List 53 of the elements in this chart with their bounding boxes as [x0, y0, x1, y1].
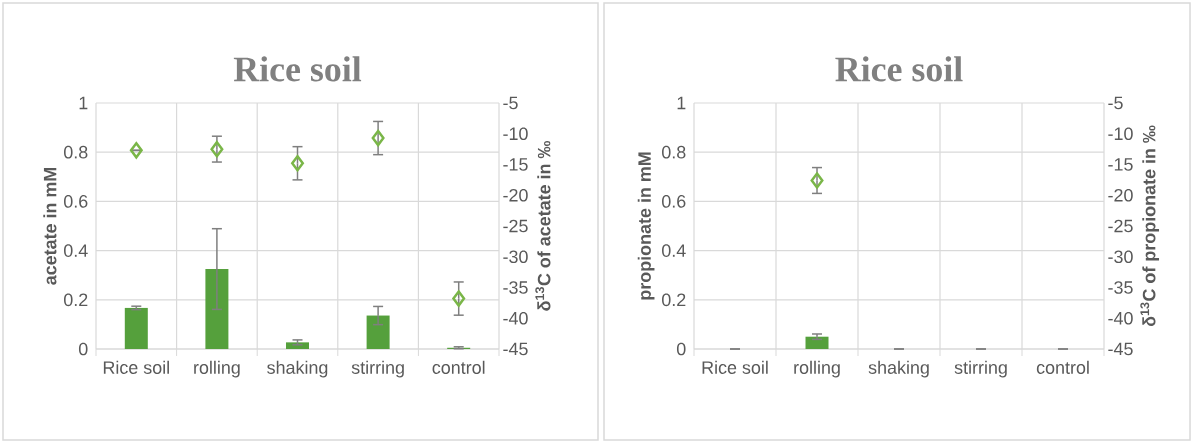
y2-tick-label: -45	[1108, 342, 1133, 356]
y-tick-label: 0.2	[64, 293, 88, 307]
y2-tick-label: -40	[503, 311, 528, 325]
y-tick-label: 0.2	[662, 293, 686, 307]
y2-tick-label: -25	[1108, 219, 1133, 233]
y-axis-title: acetate in mM	[43, 167, 57, 285]
y2-tick-label: -30	[1108, 250, 1133, 264]
y-tick-label: 1	[79, 96, 88, 110]
point	[291, 155, 304, 172]
y2-tick-label: -45	[503, 342, 528, 356]
y-tick-label: 0.8	[64, 145, 88, 159]
x-tick-label: shaking	[267, 360, 328, 378]
y2-tick-label: -40	[1108, 311, 1133, 325]
y-tick-label: 1	[677, 96, 686, 110]
x-tick-label: Rice soil	[702, 360, 768, 374]
y2-tick-label: -35	[503, 281, 528, 294]
y-tick-label: 0.8	[662, 145, 686, 159]
y-tick-label: 0.6	[64, 195, 88, 208]
bar	[366, 315, 390, 349]
x-tick-label: rolling	[794, 360, 840, 378]
y2-tick-label: -15	[1108, 158, 1133, 171]
y2-tick-label: -30	[503, 250, 528, 264]
x-tick-label: shaking	[868, 360, 929, 378]
point	[210, 140, 224, 158]
point	[129, 142, 143, 159]
y-tick-label: 0	[676, 342, 686, 356]
y2-tick-label: -35	[1108, 281, 1133, 294]
x-tick-label: stirring	[351, 360, 404, 378]
y2-axis-title: δ$^{13}$C of acetate in ‰	[535, 140, 551, 311]
y2-tick-label: -15	[503, 158, 528, 171]
y2-tick-label: -25	[503, 219, 528, 233]
y-tick-label: 0.6	[662, 195, 686, 208]
chart-title: Rice soil	[835, 56, 963, 82]
y2-tick-label: -5	[1108, 96, 1123, 110]
x-tick-label: control	[1036, 360, 1089, 374]
chart-title: Rice soil	[233, 56, 362, 82]
x-tick-label: rolling	[194, 360, 240, 378]
y-tick-label: 0	[78, 342, 88, 356]
y2-axis-title: δ$^{13}$C of propionate in ‰	[1140, 125, 1160, 327]
x-tick-label: control	[432, 360, 485, 374]
y-tick-label: 0.4	[662, 244, 686, 257]
bar	[124, 307, 148, 349]
y2-tick-label: -20	[1108, 188, 1133, 202]
point	[452, 290, 466, 307]
y2-tick-label: -10	[503, 127, 528, 141]
y2-tick-label: -20	[503, 188, 528, 202]
y-axis-title: propionate in mM	[637, 152, 655, 300]
point	[371, 129, 385, 147]
y2-tick-label: -5	[503, 96, 518, 110]
y-tick-label: 0.4	[64, 244, 88, 257]
y2-tick-label: -10	[1108, 127, 1133, 141]
x-tick-label: stirring	[954, 360, 1007, 378]
x-tick-label: Rice soil	[103, 360, 169, 374]
